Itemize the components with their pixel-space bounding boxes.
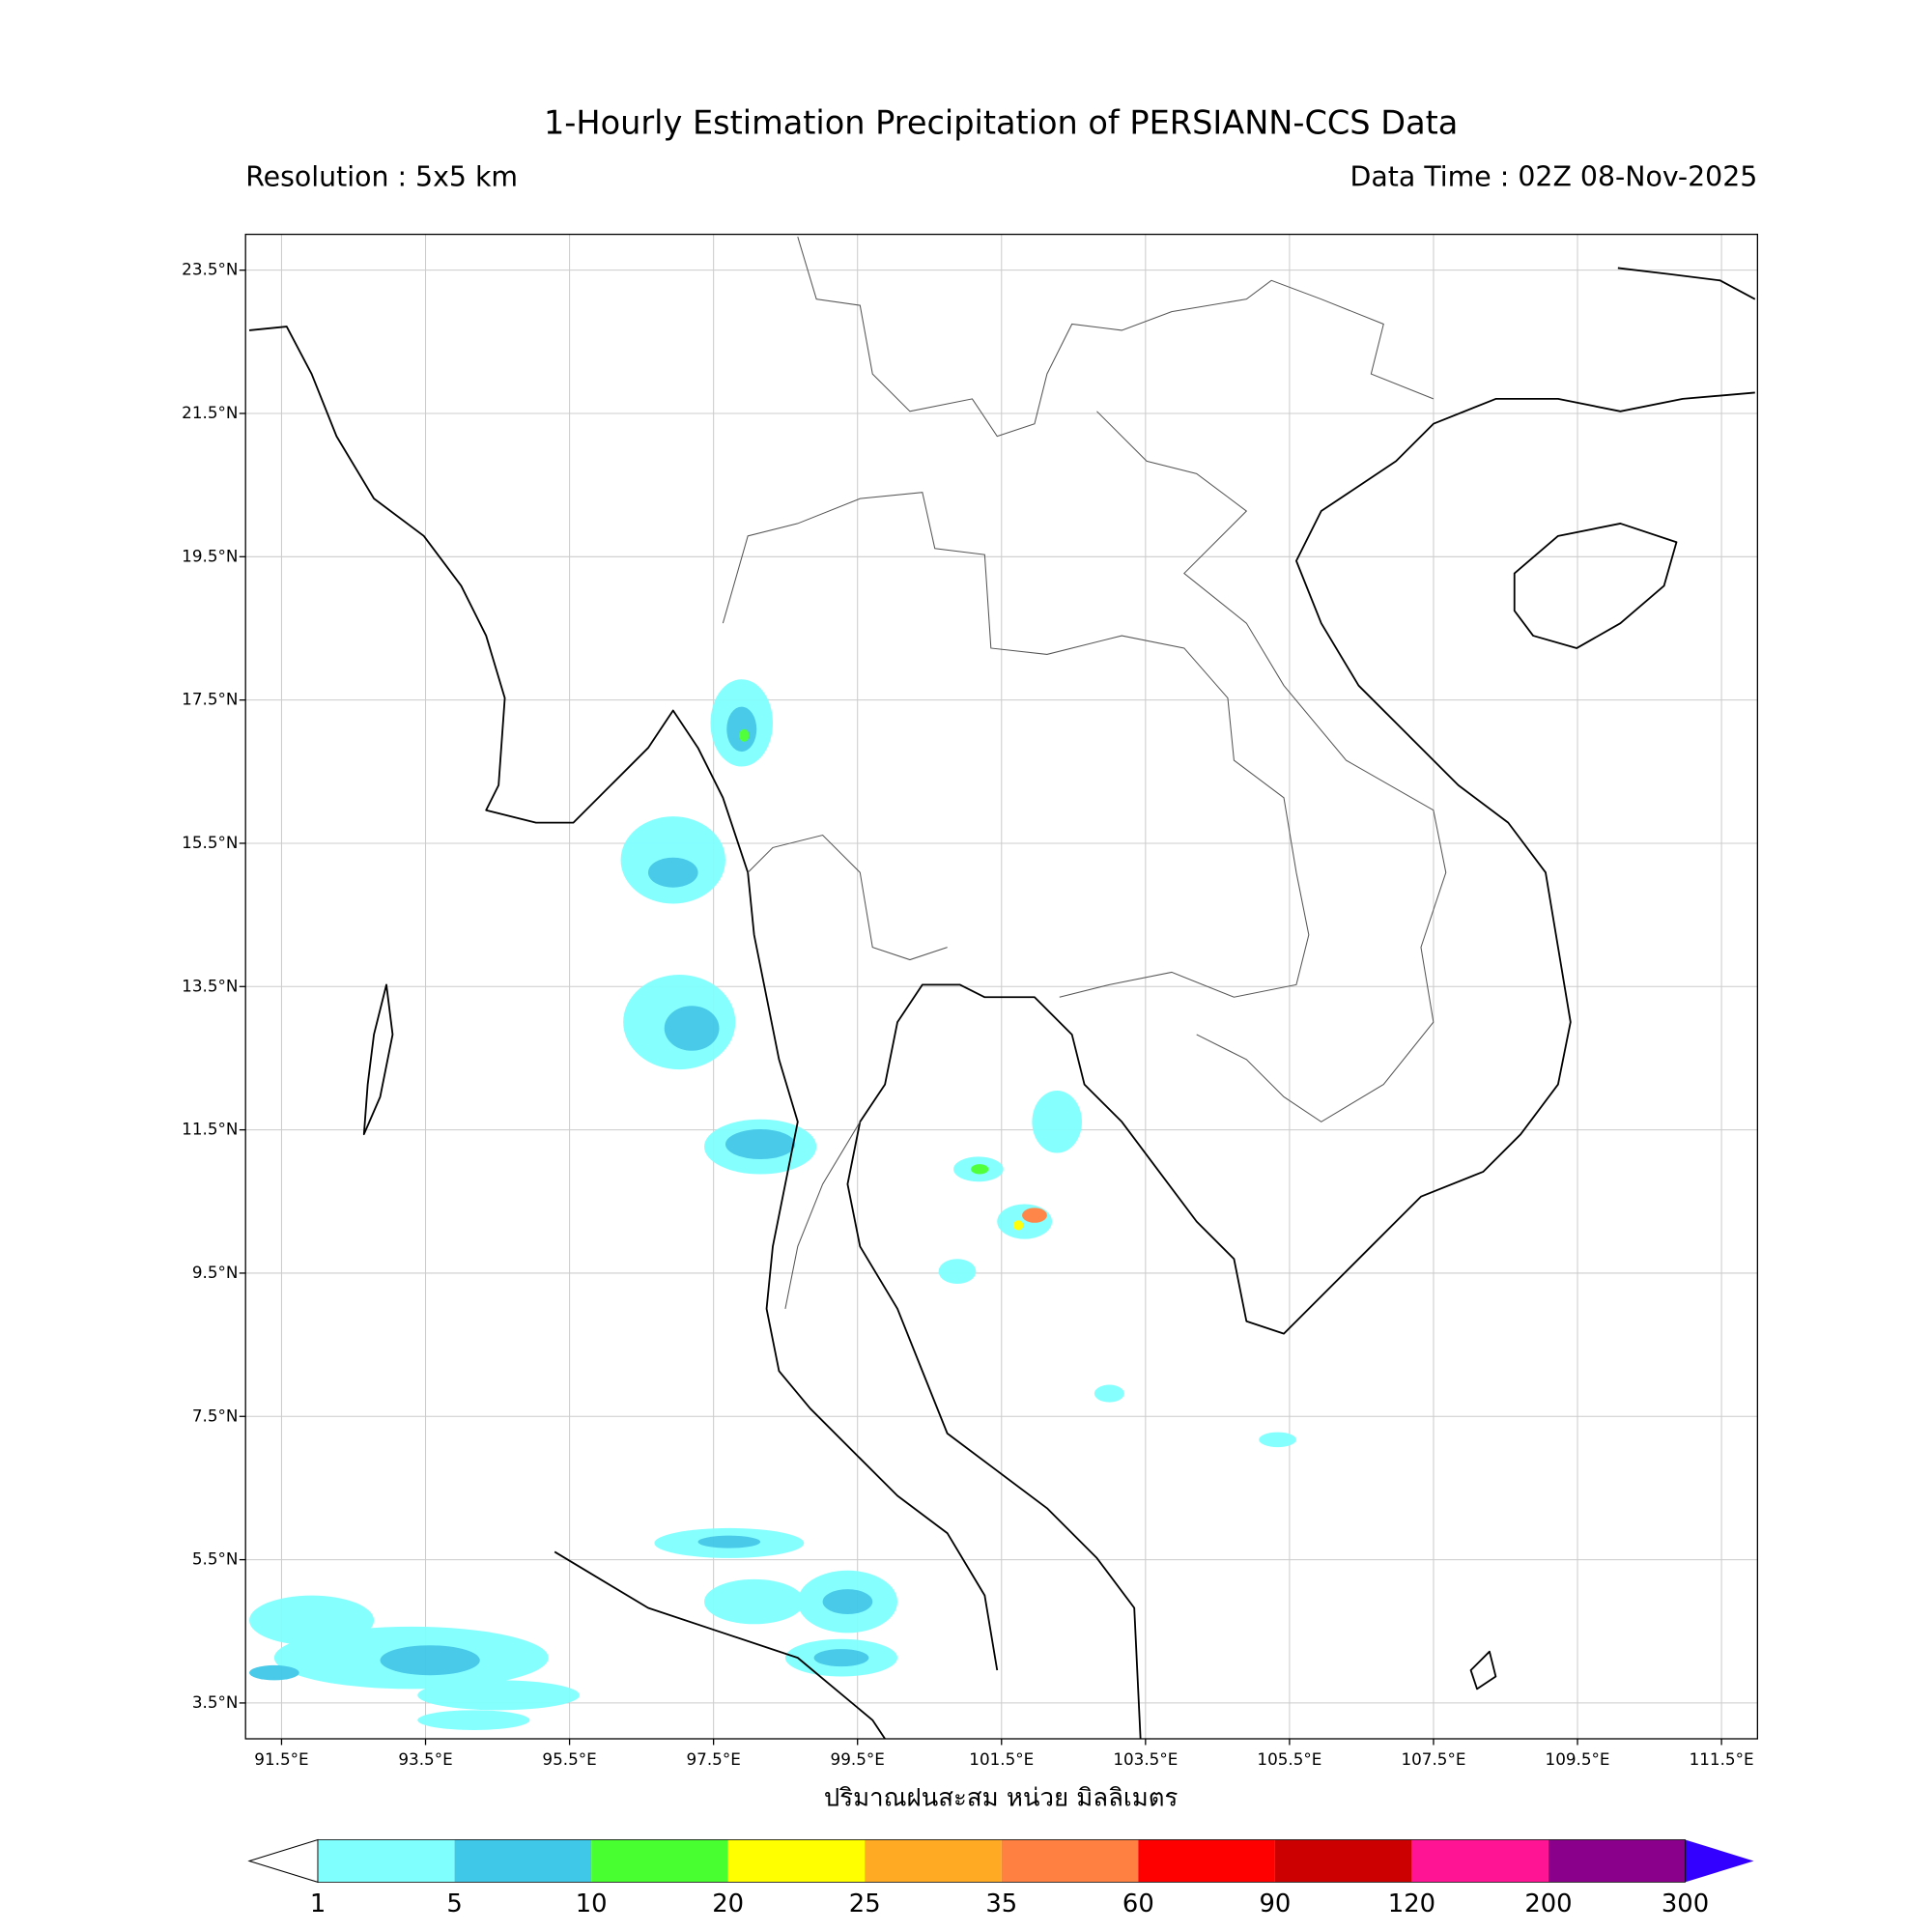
y-tick-label: 5.5°N [192, 1549, 239, 1569]
x-tick-label: 95.5°E [542, 1749, 596, 1769]
rain-cells [249, 679, 1296, 1730]
colorbar-label: 35 [985, 1889, 1017, 1918]
colorbar-box [1138, 1839, 1275, 1883]
colorbar-label: 60 [1122, 1889, 1154, 1918]
y-tick-label: 11.5°N [182, 1120, 238, 1139]
colorbar-box [454, 1839, 592, 1883]
colorbar-box [318, 1839, 455, 1883]
subtitle-right: Data Time : 02Z 08-Nov-2025 [1350, 161, 1758, 193]
x-tick-label: 93.5°E [398, 1749, 452, 1769]
y-tick-label: 19.5°N [182, 546, 238, 565]
colorbar-label: 1 [310, 1889, 326, 1918]
x-tick-label: 105.5°E [1257, 1749, 1321, 1769]
colorbar-label: 5 [446, 1889, 462, 1918]
colorbar-box [1274, 1839, 1412, 1883]
y-tick-label: 23.5°N [182, 260, 238, 279]
x-axis-label: ปริมาณฝนสะสม หน่วย มิลลิเมตร [824, 1783, 1179, 1812]
y-tick-label: 21.5°N [182, 403, 238, 422]
colorbar-box [591, 1839, 728, 1883]
colorbar-box [865, 1839, 1002, 1883]
colorbar-box [1001, 1839, 1139, 1883]
x-tick-label: 107.5°E [1401, 1749, 1465, 1769]
colorbar-under [247, 1838, 319, 1884]
y-tick-label: 15.5°N [182, 833, 238, 852]
colorbar-label: 90 [1259, 1889, 1291, 1918]
colorbar-label: 10 [576, 1889, 608, 1918]
colorbar-label: 25 [849, 1889, 881, 1918]
colorbar-box [1548, 1839, 1686, 1883]
colorbar-label: 20 [712, 1889, 744, 1918]
x-tick-label: 109.5°E [1546, 1749, 1610, 1769]
coastlines [248, 267, 1756, 1740]
x-tick-label: 103.5°E [1113, 1749, 1178, 1769]
colorbar-label: 200 [1524, 1889, 1572, 1918]
y-tick-label: 13.5°N [182, 976, 238, 995]
x-tick-label: 101.5°E [969, 1749, 1034, 1769]
colorbar-label: 300 [1662, 1889, 1709, 1918]
x-tick-label: 97.5°E [686, 1749, 740, 1769]
title: 1-Hourly Estimation Precipitation of PER… [544, 104, 1458, 142]
colorbar-over [1685, 1839, 1754, 1883]
y-tick-label: 17.5°N [182, 690, 238, 709]
x-tick-label: 111.5°E [1690, 1749, 1754, 1769]
colorbar-label: 120 [1388, 1889, 1435, 1918]
colorbar: 1 5 10 20 25 35 60 90 120 200 300 [247, 1838, 1754, 1918]
colorbar-frame [317, 1839, 1686, 1883]
colorbar-box [1411, 1839, 1548, 1883]
borders [722, 237, 1447, 1309]
subtitle-left: Resolution : 5x5 km [245, 161, 518, 193]
x-tick-label: 91.5°E [254, 1749, 308, 1769]
colorbar-box [727, 1839, 866, 1883]
x-tick-label: 99.5°E [831, 1749, 885, 1769]
y-tick-label: 9.5°N [192, 1263, 239, 1282]
y-tick-label: 3.5°N [192, 1692, 239, 1712]
grid [245, 234, 1758, 1739]
y-tick-label: 7.5°N [192, 1406, 239, 1425]
